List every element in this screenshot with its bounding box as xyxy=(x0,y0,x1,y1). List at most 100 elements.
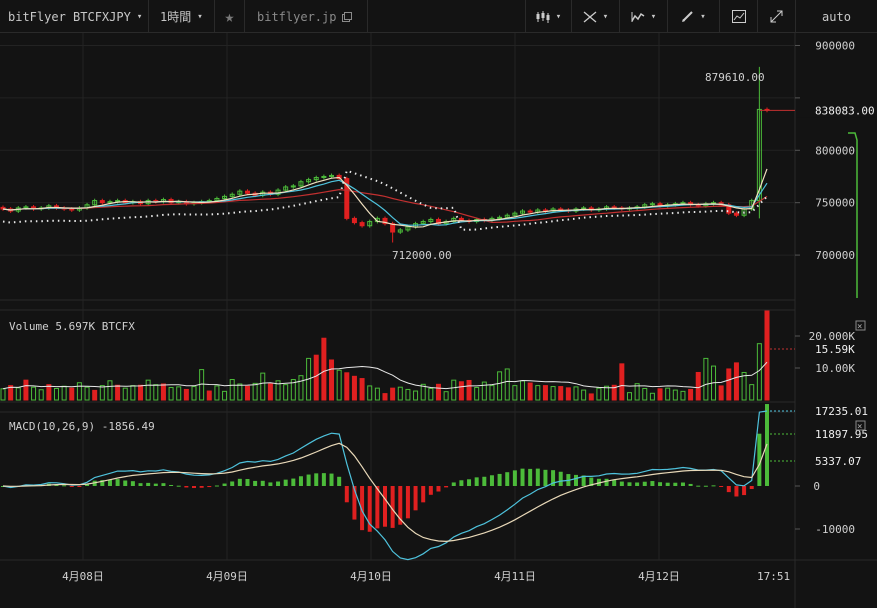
macd-histogram-bar xyxy=(589,477,594,486)
x-tick-label: 4月10日 xyxy=(350,570,392,583)
drawing-tools-button[interactable]: ▾ xyxy=(668,0,720,33)
screenshot-button[interactable] xyxy=(720,0,758,33)
volume-bar xyxy=(76,382,82,401)
popout-icon xyxy=(342,11,353,22)
volume-bar xyxy=(153,384,159,401)
volume-bar xyxy=(458,381,464,401)
interval-selector[interactable]: 1時間 ▾ xyxy=(149,0,215,33)
volume-bar xyxy=(115,384,121,401)
macd-histogram-bar xyxy=(161,483,166,486)
volume-bar xyxy=(581,389,587,401)
volume-bar xyxy=(61,385,67,401)
macd-histogram-bar xyxy=(405,486,410,519)
macd-histogram-bar xyxy=(497,473,502,486)
volume-bar xyxy=(8,385,14,401)
close-icon xyxy=(855,320,866,331)
volume-bar xyxy=(466,379,472,401)
volume-bar xyxy=(764,310,770,401)
chart-type-button[interactable]: ▾ xyxy=(526,0,572,33)
volume-bar xyxy=(688,388,694,401)
candle xyxy=(359,222,365,227)
volume-bar xyxy=(619,363,625,401)
macd-histogram-bar xyxy=(69,486,74,487)
low-annotation: 712000.00 xyxy=(392,249,452,262)
candle xyxy=(397,229,403,233)
chevron-down-icon: ▾ xyxy=(136,11,143,22)
macd-histogram-bar xyxy=(62,485,67,487)
volume-bar xyxy=(168,387,174,401)
candle xyxy=(428,218,434,223)
macd-histogram-bar xyxy=(467,479,472,486)
macd-histogram-bar xyxy=(734,486,739,497)
macd-histogram-bar xyxy=(528,468,533,486)
volume-bar xyxy=(741,371,747,401)
auto-scale-button[interactable]: auto xyxy=(796,0,877,33)
volume-bar xyxy=(183,388,189,401)
fullscreen-button[interactable] xyxy=(758,0,796,33)
macd-value-label: 5337.07 xyxy=(815,455,861,468)
volume-bar xyxy=(672,389,678,401)
chevron-down-icon: ▾ xyxy=(197,11,203,22)
volume-bar xyxy=(542,385,548,401)
x-tick-label: 4月12日 xyxy=(638,570,680,583)
volume-bar xyxy=(497,371,503,401)
macd-histogram-bar xyxy=(184,486,189,488)
source-link[interactable]: bitflyer.jp xyxy=(245,0,368,33)
volume-bar xyxy=(53,387,59,401)
chevron-down-icon: ▾ xyxy=(700,11,706,22)
macd-histogram-bar xyxy=(107,479,112,486)
volume-bar xyxy=(367,385,373,401)
macd-histogram-bar xyxy=(291,478,296,486)
candle xyxy=(306,179,312,183)
macd-histogram-bar xyxy=(268,482,273,486)
volume-bar xyxy=(145,379,151,401)
macd-histogram-bar xyxy=(619,481,624,486)
macd-histogram-bar xyxy=(276,481,281,486)
y-tick-label: -10000 xyxy=(815,523,855,536)
volume-bar xyxy=(38,389,44,401)
macd-histogram-bar xyxy=(199,486,204,488)
candle xyxy=(527,210,533,213)
y-tick-label: 0 xyxy=(813,480,820,493)
chart-canvas[interactable]: 4月08日 4月09日 4月10日 4月11日 4月12日 900000 800000 750… xyxy=(0,33,877,608)
volume-bar xyxy=(626,392,632,401)
symbol-selector[interactable]: bitFlyer BTCFXJPY ▾ xyxy=(0,0,149,33)
candle xyxy=(313,177,319,181)
volume-bar xyxy=(558,386,564,401)
volume-bar xyxy=(313,354,319,401)
candle xyxy=(229,193,235,197)
indicators-button[interactable]: ▾ xyxy=(620,0,668,33)
favorite-button[interactable]: ★ xyxy=(215,0,245,33)
y-tick-label: 700000 xyxy=(815,249,855,262)
volume-bar xyxy=(573,386,579,401)
macd-histogram-bar xyxy=(543,469,548,486)
volume-bar xyxy=(665,387,671,401)
volume-bar xyxy=(176,386,182,401)
volume-bar xyxy=(229,379,235,401)
volume-bar xyxy=(321,337,327,401)
volume-bar xyxy=(336,369,342,401)
macd-histogram-bar xyxy=(474,477,479,486)
volume-bar xyxy=(443,391,449,401)
macd-histogram-bar xyxy=(283,479,288,486)
volume-bar xyxy=(504,368,510,401)
volume-bar xyxy=(749,384,755,401)
close-icon xyxy=(855,420,866,431)
macd-histogram-bar xyxy=(680,482,685,486)
candle xyxy=(497,216,503,219)
crosshair-button[interactable]: ▾ xyxy=(572,0,620,33)
candle xyxy=(321,175,327,179)
volume-bar xyxy=(359,378,365,401)
chart-labels: 879610.00 712000.00 Volume 5.697K BTCFX … xyxy=(9,71,790,583)
macd-histogram-bar xyxy=(321,473,326,486)
x-tick-label: 4月09日 xyxy=(206,570,248,583)
volume-bar xyxy=(428,387,434,401)
volume-bar xyxy=(99,385,105,401)
current-price-label: 838083.00 xyxy=(815,104,875,117)
macd-histogram-bar xyxy=(237,478,242,486)
candle xyxy=(0,206,6,210)
parabolic-sar-line xyxy=(2,169,768,231)
volume-bar xyxy=(84,386,90,401)
volume-bar xyxy=(344,372,350,401)
volume-bar xyxy=(474,387,480,401)
